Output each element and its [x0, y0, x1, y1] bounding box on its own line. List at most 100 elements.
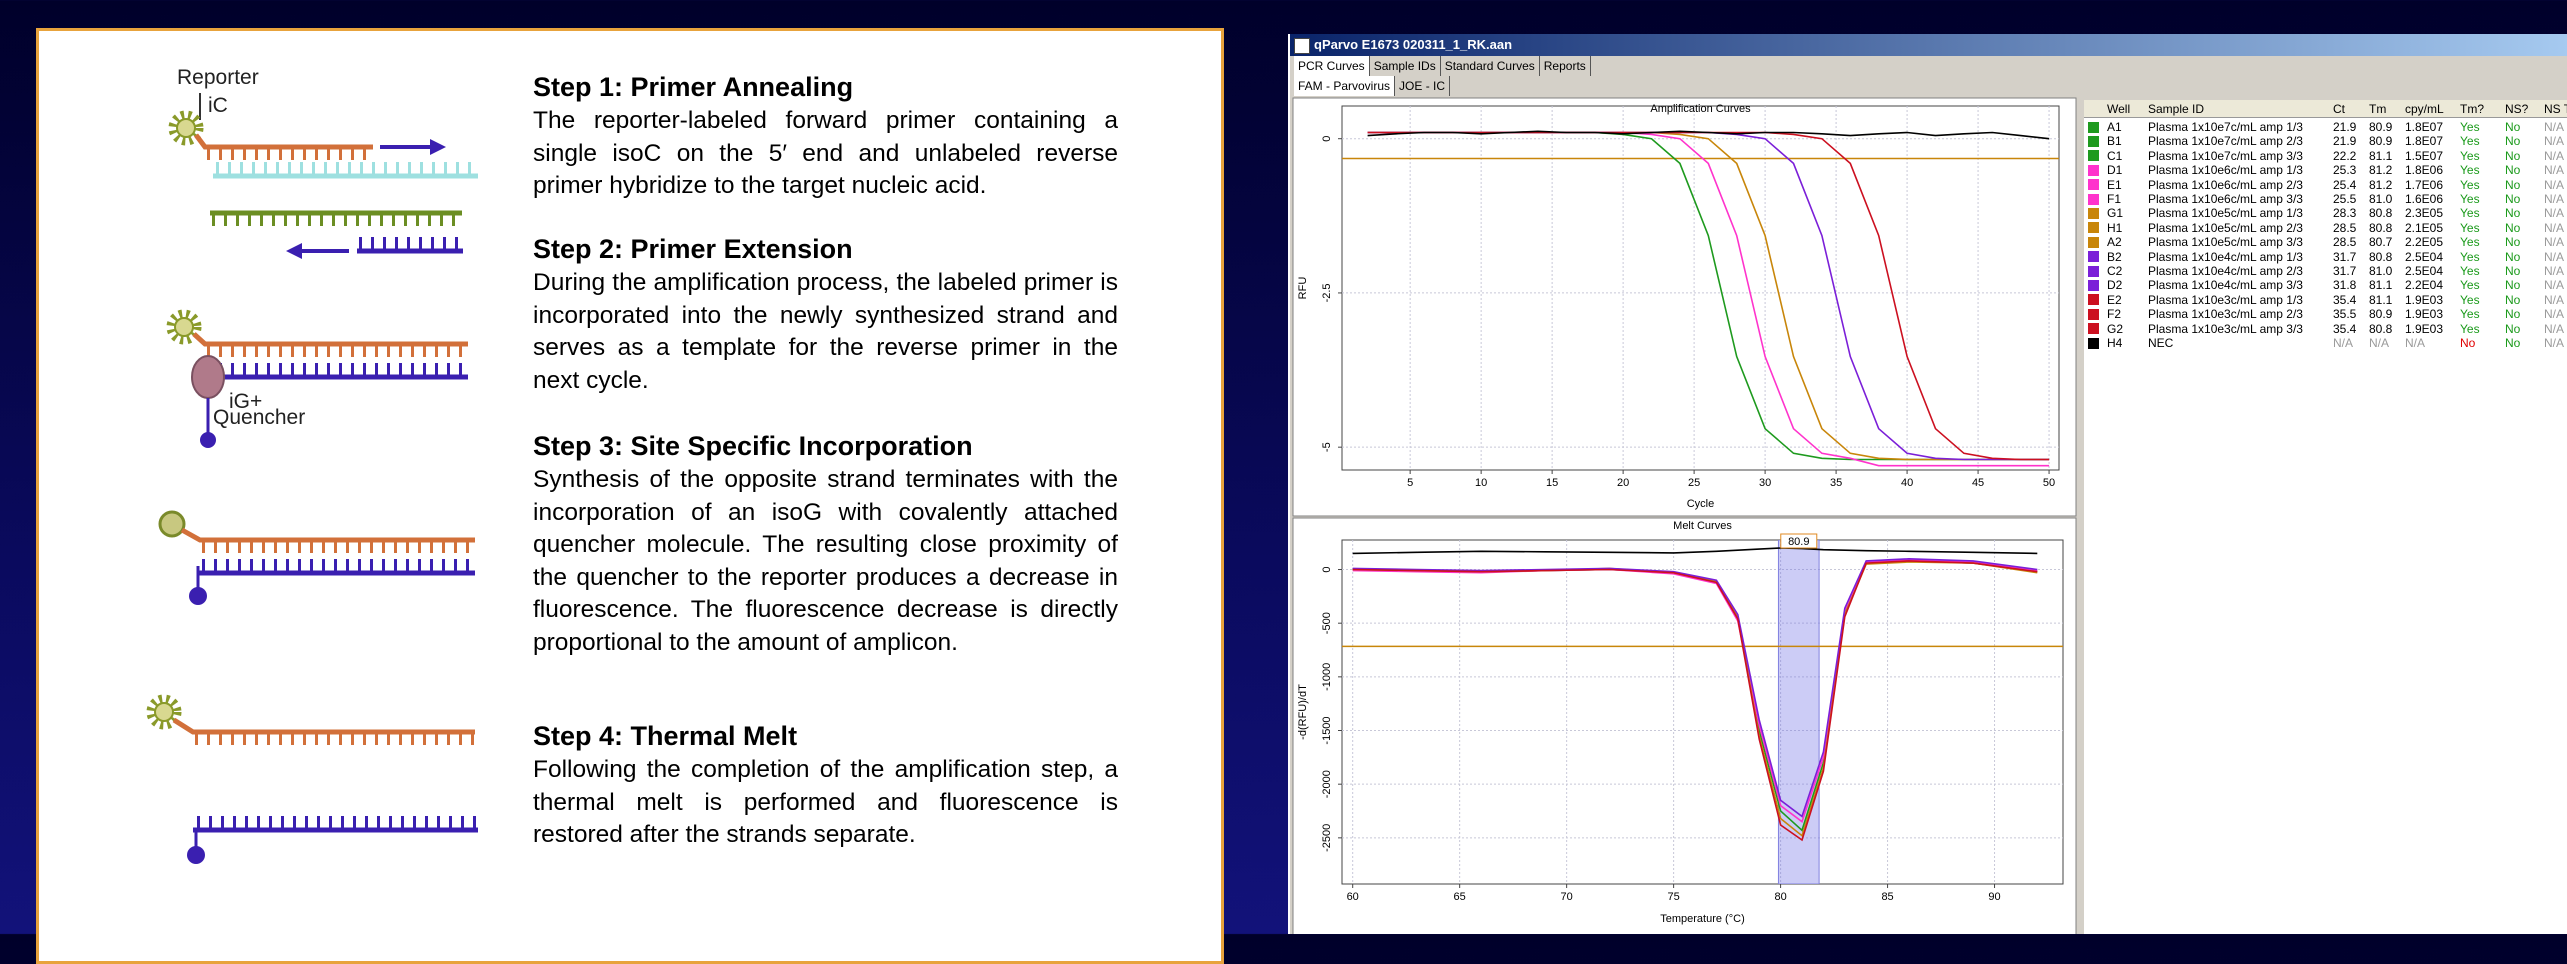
table-cell: G1 [2107, 206, 2123, 220]
table-cell: N/A [2544, 163, 2564, 177]
chart-title: Melt Curves [1673, 520, 1732, 532]
table-cell: N/A [2544, 178, 2564, 192]
table-cell: C2 [2107, 264, 2122, 278]
table-cell: No [2505, 163, 2520, 177]
row-swatch [2088, 136, 2099, 147]
table-cell: F2 [2107, 307, 2121, 321]
x-tick-label: 80 [1774, 891, 1786, 903]
table-cell: 21.9 [2333, 134, 2356, 148]
table-cell: Plasma 1x10e3c/mL amp 2/3 [2148, 307, 2303, 321]
table-cell: Plasma 1x10e5c/mL amp 2/3 [2148, 221, 2303, 235]
table-cell: 25.4 [2333, 178, 2356, 192]
x-tick-label: 60 [1347, 891, 1359, 903]
column-header[interactable]: Tm [2369, 102, 2386, 116]
table-cell: NEC [2148, 336, 2173, 350]
table-cell: 2.1E05 [2405, 221, 2443, 235]
table-cell: 2.2E04 [2405, 278, 2443, 292]
table-cell: No [2505, 178, 2520, 192]
table-cell: 80.7 [2369, 235, 2392, 249]
column-header[interactable]: NS T [2544, 102, 2567, 116]
x-tick-label: 70 [1561, 891, 1573, 903]
table-cell: 80.8 [2369, 206, 2392, 220]
table-cell: 35.4 [2333, 293, 2356, 307]
table-cell: N/A [2544, 149, 2564, 163]
table-cell: 2.5E04 [2405, 250, 2443, 264]
table-cell: 28.5 [2333, 235, 2356, 249]
y-tick-label: -500 [1321, 612, 1333, 634]
table-cell: N/A [2369, 336, 2389, 350]
x-axis-label: Cycle [1687, 498, 1715, 510]
column-header[interactable]: Ct [2333, 102, 2345, 116]
table-cell: 25.3 [2333, 163, 2356, 177]
column-header[interactable]: NS? [2505, 102, 2528, 116]
x-tick-label: 5 [1407, 477, 1413, 489]
x-tick-label: 85 [1881, 891, 1893, 903]
table-cell: Plasma 1x10e4c/mL amp 2/3 [2148, 264, 2303, 278]
row-swatch [2088, 280, 2099, 291]
table-cell: Yes [2460, 178, 2480, 192]
table-cell: No [2505, 336, 2520, 350]
table-cell: Yes [2460, 120, 2480, 134]
table-cell: N/A [2544, 192, 2564, 206]
x-tick-label: 40 [1901, 477, 1913, 489]
table-cell: Yes [2460, 307, 2480, 321]
table-cell: N/A [2544, 120, 2564, 134]
table-cell: D1 [2107, 163, 2122, 177]
chart-title: Amplification Curves [1650, 103, 1751, 115]
y-axis-label: RFU [1297, 277, 1309, 300]
table-cell: 1.6E06 [2405, 192, 2443, 206]
table-cell: No [2505, 206, 2520, 220]
table-cell: 80.8 [2369, 322, 2392, 336]
x-axis-label: Temperature (°C) [1660, 913, 1744, 925]
table-cell: 80.8 [2369, 221, 2392, 235]
plot-area [1342, 540, 2063, 884]
peak-label: 80.9 [1788, 536, 1809, 548]
table-cell: 1.8E06 [2405, 163, 2443, 177]
row-swatch [2088, 237, 2099, 248]
table-cell: 21.9 [2333, 120, 2356, 134]
row-swatch [2088, 294, 2099, 305]
table-cell: No [2505, 278, 2520, 292]
table-cell: B1 [2107, 134, 2122, 148]
y-tick-label: 0 [1321, 136, 1333, 142]
column-header[interactable]: Well [2107, 102, 2130, 116]
table-cell: H4 [2107, 336, 2122, 350]
table-cell: 81.2 [2369, 163, 2392, 177]
table-cell: No [2505, 134, 2520, 148]
row-swatch [2088, 122, 2099, 133]
table-cell: 31.8 [2333, 278, 2356, 292]
table-cell: N/A [2544, 307, 2564, 321]
table-cell: 1.5E07 [2405, 149, 2443, 163]
table-cell: N/A [2333, 336, 2353, 350]
x-tick-label: 65 [1454, 891, 1466, 903]
table-cell: 80.9 [2369, 134, 2392, 148]
table-cell: 1.9E03 [2405, 322, 2443, 336]
table-cell: Plasma 1x10e4c/mL amp 3/3 [2148, 278, 2303, 292]
table-cell: A1 [2107, 120, 2122, 134]
table-cell: No [2460, 336, 2475, 350]
table-cell: 35.4 [2333, 322, 2356, 336]
table-cell: 81.1 [2369, 278, 2392, 292]
table-cell: D2 [2107, 278, 2122, 292]
column-header[interactable]: Tm? [2460, 102, 2484, 116]
table-cell: 80.9 [2369, 307, 2392, 321]
table-cell: 2.3E05 [2405, 206, 2443, 220]
column-header[interactable]: cpy/mL [2405, 102, 2444, 116]
y-tick-label: 0 [1321, 566, 1333, 572]
x-tick-label: 30 [1759, 477, 1771, 489]
table-cell: 81.0 [2369, 264, 2392, 278]
table-cell: H1 [2107, 221, 2122, 235]
table-cell: 31.7 [2333, 264, 2356, 278]
table-cell: 28.5 [2333, 221, 2356, 235]
table-cell: Yes [2460, 206, 2480, 220]
y-tick-label: -2.5 [1321, 283, 1333, 302]
x-tick-label: 25 [1688, 477, 1700, 489]
table-cell: Plasma 1x10e3c/mL amp 1/3 [2148, 293, 2303, 307]
y-axis-label: -d(RFU)/dT [1297, 684, 1309, 740]
column-header[interactable]: Sample ID [2148, 102, 2204, 116]
x-tick-label: 90 [1988, 891, 2000, 903]
table-cell: 1.9E03 [2405, 293, 2443, 307]
table-cell: Plasma 1x10e6c/mL amp 2/3 [2148, 178, 2303, 192]
row-swatch [2088, 165, 2099, 176]
table-cell: N/A [2544, 293, 2564, 307]
